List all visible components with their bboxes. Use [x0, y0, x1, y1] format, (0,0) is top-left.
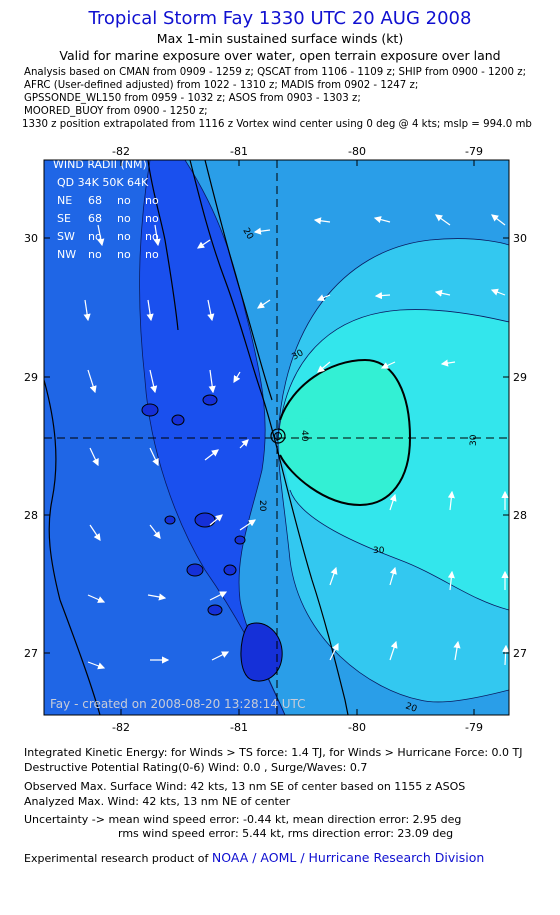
radii-sw-34k: no: [88, 230, 102, 243]
radii-ne-34k: 68: [88, 194, 102, 207]
ike-line: Integrated Kinetic Energy: for Winds > T…: [24, 746, 523, 759]
radii-sw-label: SW: [57, 230, 75, 243]
contour-label-5: 30: [469, 434, 479, 446]
analyzed-line: Analyzed Max. Wind: 42 kts, 13 nm NE of …: [24, 795, 291, 808]
wind-radii-columns: QD 34K 50K 64K: [57, 176, 149, 189]
radii-se-34k: 68: [88, 212, 102, 225]
y-tick-right-2: 29: [513, 371, 527, 384]
y-tick-left-4: 27: [24, 647, 38, 660]
y-tick-left-2: 29: [24, 371, 38, 384]
radii-se-label: SE: [57, 212, 71, 225]
uncertainty-line-1: Uncertainty -> mean wind speed error: -0…: [24, 813, 462, 826]
contour-label-3: 20: [257, 500, 267, 512]
x-tick-top-4: -79: [465, 145, 483, 158]
product-line: Experimental research product of NOAA / …: [24, 850, 484, 865]
radii-sw-50k: no: [117, 230, 131, 243]
contour-label-4: 30: [373, 546, 385, 556]
radii-ne-label: NE: [57, 194, 72, 207]
observed-line: Observed Max. Surface Wind: 42 kts, 13 n…: [24, 780, 466, 793]
radii-nw-50k: no: [117, 248, 131, 261]
uncertainty-line-2: rms wind speed error: 5.44 kt, rms direc…: [118, 827, 454, 840]
band-10-20: [44, 160, 285, 715]
band-50: [280, 360, 410, 505]
inner-center: [290, 418, 321, 451]
x-tick-top-1: -82: [112, 145, 130, 158]
contour-label-7: 20: [404, 701, 418, 714]
radii-ne-50k: no: [117, 194, 131, 207]
analysis-line-2: AFRC (User-defined adjusted) from 1022 -…: [24, 80, 419, 91]
creation-stamp: Fay - created on 2008-08-20 13:28:14 UTC: [50, 697, 306, 711]
x-tick-top-2: -81: [230, 145, 248, 158]
analysis-line-4: MOORED_BUOY from 0900 - 1250 z;: [24, 106, 208, 117]
radii-ne-64k: no: [145, 194, 159, 207]
wind-radii-table: WIND RADII (NM) QD 34K 50K 64K NE 68 no …: [53, 158, 159, 261]
radii-se-50k: no: [117, 212, 131, 225]
x-tick-bottom-1: -82: [112, 721, 130, 734]
subtitle: Max 1-min sustained surface winds (kt): [156, 31, 404, 46]
x-tick-top-3: -80: [348, 145, 366, 158]
east-coast: [189, 160, 349, 715]
analysis-line-5: 1330 z position extrapolated from 1116 z…: [22, 119, 532, 130]
radii-sw-64k: no: [145, 230, 159, 243]
dpr-line: Destructive Potential Rating(0-6) Wind: …: [24, 761, 368, 774]
wind-arrows: [83, 214, 509, 670]
storm-center: [270, 428, 286, 444]
radii-se-64k: no: [145, 212, 159, 225]
y-tick-left-1: 30: [24, 232, 38, 245]
valid-note: Valid for marine exposure over water, op…: [59, 48, 501, 63]
hrd-link[interactable]: NOAA / AOML / Hurricane Research Divisio…: [211, 850, 485, 865]
radii-nw-label: NW: [57, 248, 76, 261]
y-tick-right-4: 27: [513, 647, 527, 660]
y-tick-right-3: 28: [513, 509, 527, 522]
analysis-line-1: Analysis based on CMAN from 0909 - 1259 …: [24, 67, 526, 78]
y-tick-left-3: 28: [24, 509, 38, 522]
page-title: Tropical Storm Fay 1330 UTC 20 AUG 2008: [88, 8, 472, 29]
x-tick-bottom-2: -81: [230, 721, 248, 734]
x-tick-bottom-4: -79: [465, 721, 483, 734]
lake-okeechobee: [240, 622, 283, 682]
wind-radii-heading: WIND RADII (NM): [53, 158, 147, 171]
x-tick-bottom-3: -80: [348, 721, 366, 734]
y-tick-right-1: 30: [513, 232, 527, 245]
contour-label-6: 40: [299, 430, 309, 442]
radii-nw-64k: no: [145, 248, 159, 261]
product-prefix: Experimental research product of: [24, 852, 209, 865]
radii-nw-34k: no: [88, 248, 102, 261]
analysis-line-3: GPSSONDE_WL150 from 0959 - 1032 z; ASOS …: [24, 93, 361, 104]
